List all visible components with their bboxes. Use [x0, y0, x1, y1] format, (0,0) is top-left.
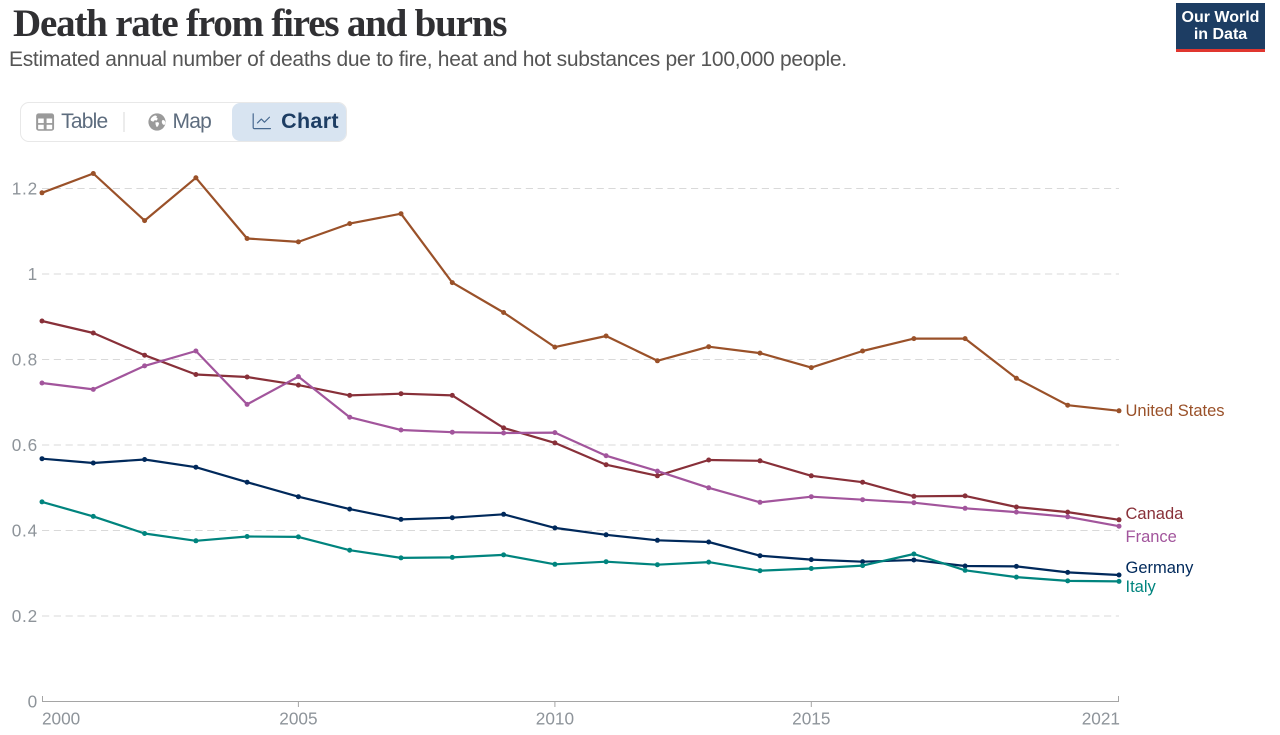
svg-text:2005: 2005: [279, 709, 317, 729]
svg-text:0: 0: [28, 692, 38, 712]
svg-text:Italy: Italy: [1126, 578, 1157, 596]
svg-text:2010: 2010: [536, 709, 574, 729]
svg-text:1: 1: [28, 264, 38, 284]
svg-text:2015: 2015: [792, 709, 830, 729]
svg-text:Germany: Germany: [1126, 559, 1195, 577]
svg-text:0.8: 0.8: [12, 350, 38, 370]
svg-text:0.2: 0.2: [12, 606, 38, 626]
svg-text:2000: 2000: [42, 709, 80, 729]
svg-text:United States: United States: [1126, 402, 1225, 420]
svg-text:0.6: 0.6: [12, 435, 38, 455]
svg-text:Canada: Canada: [1126, 505, 1185, 523]
svg-text:2021: 2021: [1082, 709, 1120, 729]
svg-text:0.4: 0.4: [12, 521, 38, 541]
svg-text:1.2: 1.2: [12, 179, 38, 199]
svg-text:France: France: [1126, 528, 1177, 546]
